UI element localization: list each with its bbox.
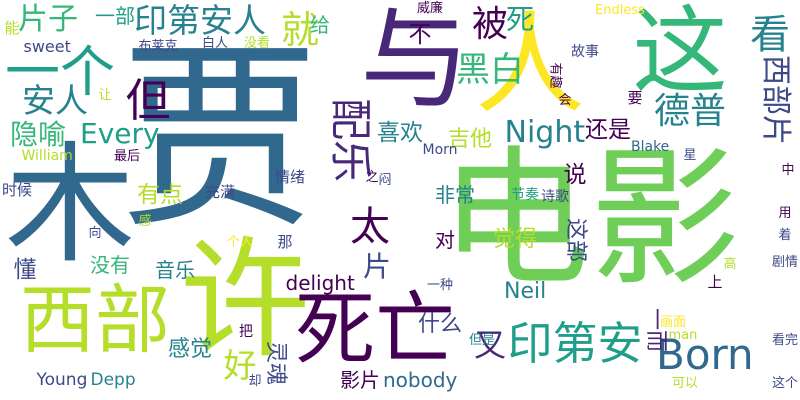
word: nobody bbox=[383, 368, 458, 392]
word: 电影 bbox=[440, 133, 741, 307]
word: 故事 bbox=[571, 44, 599, 60]
word: 有趣 bbox=[547, 61, 563, 89]
word: 配乐 bbox=[326, 97, 376, 183]
word: 懂 bbox=[13, 256, 37, 283]
word: 却 bbox=[248, 373, 262, 389]
word: 之 bbox=[365, 169, 379, 185]
word: Night bbox=[504, 115, 586, 150]
word: 闷 bbox=[378, 172, 392, 188]
word: 中 bbox=[781, 162, 795, 178]
word: Young bbox=[36, 369, 88, 390]
word: 片 bbox=[363, 250, 392, 283]
word: William bbox=[21, 148, 73, 164]
word: 喜欢 bbox=[377, 119, 423, 146]
word: Depp bbox=[90, 369, 136, 390]
word: 要 bbox=[627, 88, 643, 107]
word: 高 bbox=[723, 256, 737, 272]
word: 还是 bbox=[585, 116, 631, 143]
word: 看完 bbox=[772, 332, 799, 348]
word: 死 bbox=[506, 3, 535, 36]
word: man bbox=[668, 327, 698, 343]
word: 白人 bbox=[202, 35, 229, 51]
word: 没有 bbox=[90, 253, 130, 277]
word: 上 bbox=[707, 272, 723, 291]
word: 印第安人 bbox=[134, 0, 266, 40]
word: 贾 bbox=[120, 23, 321, 256]
word: 什么 bbox=[418, 312, 463, 337]
word: 不 bbox=[408, 21, 432, 48]
word: 非常 bbox=[435, 183, 475, 207]
word: 说 bbox=[563, 161, 587, 188]
word: 对 bbox=[435, 228, 455, 252]
word: 布莱克 bbox=[138, 38, 178, 54]
word: 隐喻 bbox=[10, 118, 67, 151]
word: 西部 bbox=[20, 275, 171, 364]
word: Every bbox=[80, 117, 160, 150]
word: Morn bbox=[422, 142, 458, 158]
word: 画面 bbox=[660, 314, 687, 330]
word: 时候 bbox=[2, 180, 33, 199]
word: 没看 bbox=[244, 35, 271, 51]
word: 最后 bbox=[114, 148, 141, 164]
word: 吉他 bbox=[448, 127, 493, 152]
word: 这个 bbox=[772, 375, 799, 391]
word: 人 bbox=[475, 1, 585, 129]
word: 许 bbox=[180, 224, 311, 376]
word: 西部片 bbox=[758, 55, 793, 145]
word: 但是 bbox=[469, 332, 496, 348]
word: 把 bbox=[239, 324, 253, 340]
word: 节奏 bbox=[511, 187, 539, 203]
word: 一个 bbox=[5, 39, 116, 104]
word: 木 bbox=[5, 129, 136, 281]
word: 情绪 bbox=[275, 167, 306, 186]
word: 死亡 bbox=[295, 283, 455, 376]
word: 一种 bbox=[427, 277, 454, 293]
word: 又 bbox=[474, 326, 507, 364]
word: 用 bbox=[778, 205, 792, 221]
word: 这 bbox=[632, 0, 728, 107]
word: 德普 bbox=[654, 91, 727, 132]
word: 能 bbox=[4, 18, 20, 37]
word: 这部 bbox=[563, 217, 589, 263]
word: 看 bbox=[750, 12, 790, 58]
word: 那 bbox=[277, 232, 293, 251]
word: 黑白 bbox=[456, 50, 524, 90]
word: 着 bbox=[778, 227, 792, 243]
word: 会 bbox=[558, 92, 572, 108]
word: 就 bbox=[281, 8, 320, 52]
word: Endless bbox=[595, 2, 645, 18]
word: 感 bbox=[138, 213, 152, 229]
word: 个人 bbox=[227, 234, 254, 250]
word: sweet bbox=[23, 37, 71, 56]
word: 灵魂 bbox=[263, 340, 289, 386]
word: 片子 bbox=[18, 2, 78, 37]
word: 诗歌 bbox=[541, 189, 569, 205]
word: 充满 bbox=[205, 182, 236, 201]
word: 剧情 bbox=[772, 254, 799, 270]
word: 让 bbox=[98, 87, 112, 103]
word: 安人 bbox=[22, 80, 88, 120]
word: 向 bbox=[88, 225, 102, 241]
word: Born bbox=[656, 330, 754, 379]
word: 太 bbox=[350, 204, 390, 250]
word: 给 bbox=[310, 13, 330, 37]
word: 威廉 bbox=[417, 0, 444, 16]
word: 觉得 bbox=[493, 227, 538, 252]
word: delight bbox=[285, 271, 355, 295]
word: Neil bbox=[504, 279, 547, 304]
word: 音乐 bbox=[155, 258, 195, 282]
word: 感觉 bbox=[168, 337, 213, 362]
word: 一部 bbox=[95, 4, 135, 28]
word: 好 bbox=[223, 345, 257, 385]
word: 但 bbox=[125, 73, 171, 127]
word: 与 bbox=[360, 0, 470, 124]
word: 有点 bbox=[137, 181, 183, 208]
word: 影片 bbox=[340, 368, 380, 392]
word: 星 bbox=[683, 147, 697, 163]
word: 印第安 bbox=[507, 316, 643, 370]
word: 被 bbox=[472, 4, 509, 45]
word: 可以 bbox=[672, 375, 699, 391]
word: Blake bbox=[631, 139, 670, 155]
